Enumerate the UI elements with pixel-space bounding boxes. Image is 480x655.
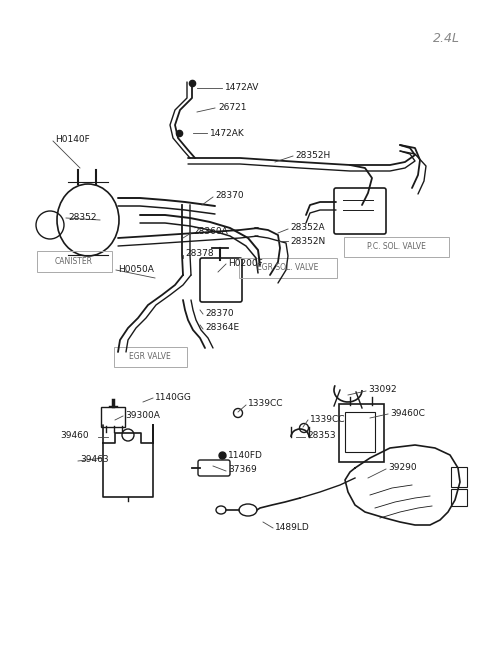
Text: EGR VALVE: EGR VALVE — [129, 352, 171, 361]
Text: 28352: 28352 — [68, 212, 96, 221]
Text: 39460C: 39460C — [390, 409, 425, 417]
Text: 33092: 33092 — [368, 386, 396, 394]
Text: H0050A: H0050A — [118, 265, 154, 274]
Text: 37369: 37369 — [228, 466, 257, 474]
Text: 28370: 28370 — [205, 309, 234, 318]
Text: 1339CC: 1339CC — [248, 400, 284, 409]
Text: EGR SOL. VALVE: EGR SOL. VALVE — [257, 263, 318, 272]
Text: 28378: 28378 — [185, 250, 214, 259]
Text: CANISTER: CANISTER — [55, 257, 93, 265]
Text: 28352N: 28352N — [290, 236, 325, 246]
Text: 28364E: 28364E — [205, 324, 239, 333]
Text: 1140FD: 1140FD — [228, 451, 263, 460]
Text: 26721: 26721 — [218, 103, 247, 113]
Text: 1472AV: 1472AV — [225, 83, 259, 92]
Text: 28370: 28370 — [215, 191, 244, 200]
Text: 39290: 39290 — [388, 464, 417, 472]
Text: 39300A: 39300A — [125, 411, 160, 419]
Text: 1489LD: 1489LD — [275, 523, 310, 531]
Text: H0140F: H0140F — [55, 136, 90, 145]
Text: 28352A: 28352A — [290, 223, 324, 233]
Text: P.C. SOL. VALVE: P.C. SOL. VALVE — [367, 242, 425, 251]
Text: 1472AK: 1472AK — [210, 128, 245, 138]
Text: 28353: 28353 — [307, 432, 336, 441]
Text: 2.4L: 2.4L — [433, 32, 460, 45]
Text: 1140GG: 1140GG — [155, 392, 192, 402]
Text: 28352H: 28352H — [295, 151, 330, 160]
Text: H0200F: H0200F — [228, 259, 263, 267]
Text: 39460: 39460 — [60, 432, 89, 441]
Text: 1339CC: 1339CC — [310, 415, 346, 424]
Text: 28360A: 28360A — [193, 227, 228, 236]
Text: 39463: 39463 — [80, 455, 108, 464]
